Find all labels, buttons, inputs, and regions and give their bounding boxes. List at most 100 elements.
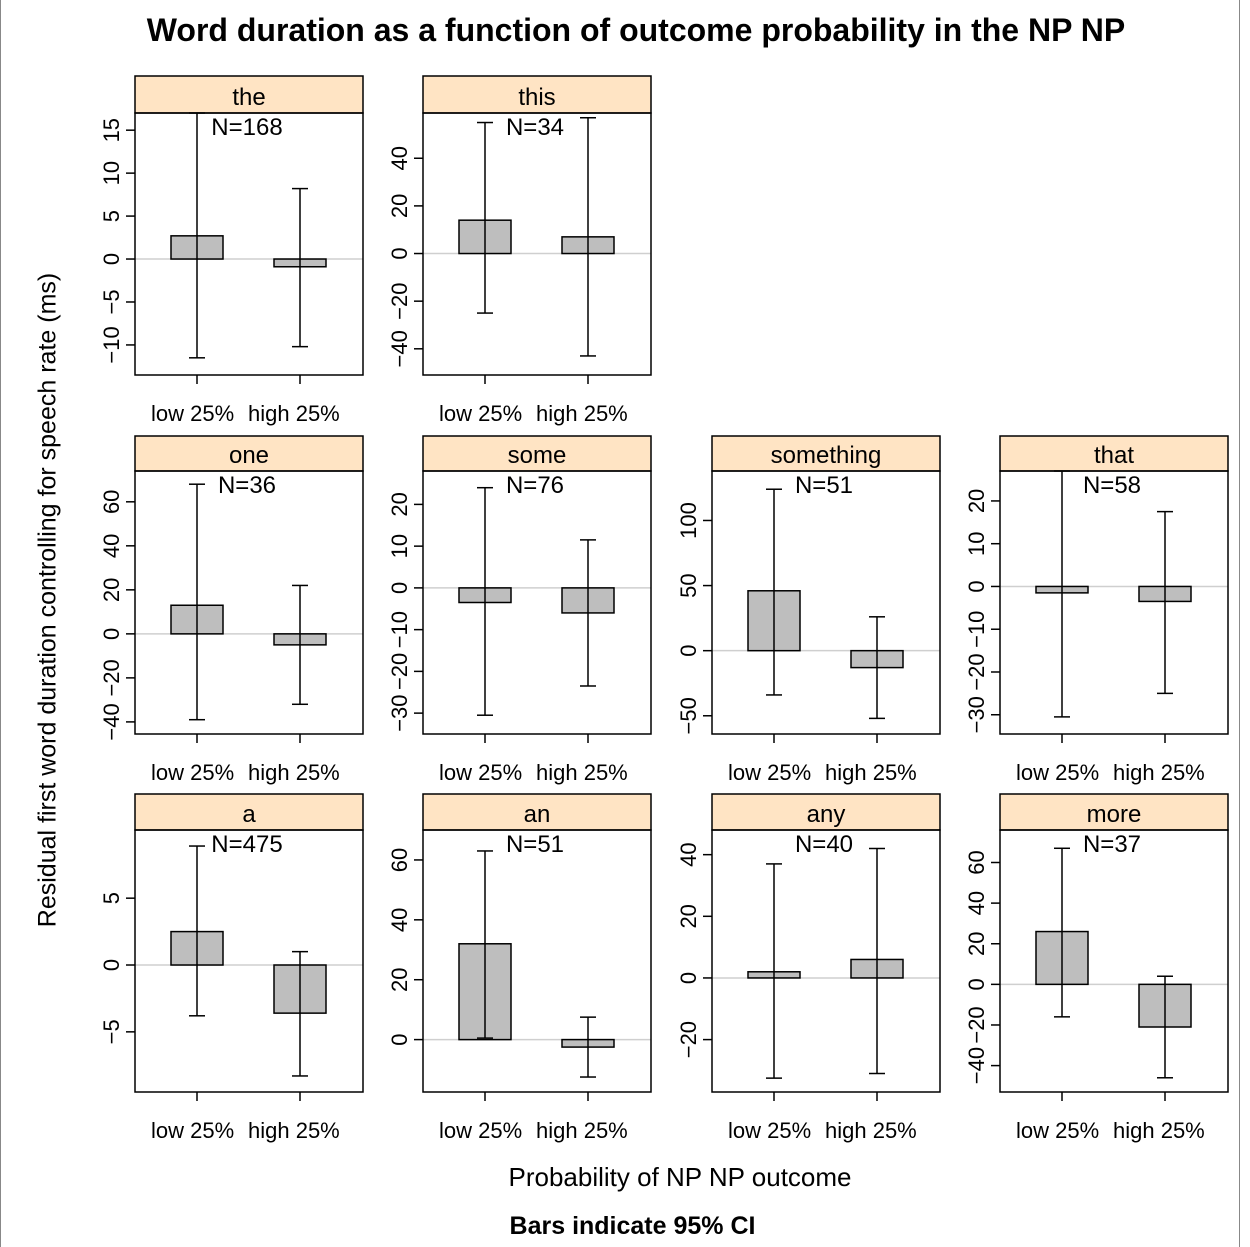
y-tick-label: 60 (99, 490, 124, 514)
y-tick-label: 20 (387, 194, 412, 218)
x-tick-label: low 25% (728, 1118, 811, 1143)
y-tick-label: 40 (964, 891, 989, 915)
y-tick-label: 0 (964, 978, 989, 990)
y-tick-label: 20 (676, 904, 701, 928)
y-tick-label: 5 (99, 210, 124, 222)
y-tick-label: 40 (387, 908, 412, 932)
x-tick-label: high 25% (536, 401, 628, 426)
y-tick-label: 20 (387, 492, 412, 516)
y-tick-label: 40 (676, 842, 701, 866)
x-tick-label: low 25% (151, 401, 234, 426)
y-tick-label: 0 (99, 253, 124, 265)
panel-strip-label: one (229, 442, 269, 469)
panel-strip-label: the (232, 84, 265, 111)
y-tick-label: 40 (99, 534, 124, 558)
y-tick-label: 0 (99, 628, 124, 640)
y-tick-label: 10 (99, 161, 124, 185)
x-tick-label: high 25% (1113, 760, 1205, 785)
x-tick-label: low 25% (151, 1118, 234, 1143)
plot-box (422, 470, 652, 735)
y-tick-label: −40 (99, 703, 124, 740)
plot-box (999, 829, 1229, 1093)
panel-strip (422, 793, 652, 831)
sample-size-label: N=36 (218, 472, 276, 499)
panel-more: more N=37 −40 −20 0 20 40 60 low 25% high 25% (964, 793, 1229, 1143)
panel-strip (999, 793, 1229, 831)
x-tick-label: low 25% (728, 760, 811, 785)
y-tick-label: −10 (99, 326, 124, 363)
chart-title: Word duration as a function of outcome p… (146, 12, 1126, 48)
y-tick-label: 0 (387, 582, 412, 594)
plot-box (134, 470, 364, 735)
y-tick-label: 10 (964, 531, 989, 555)
y-tick-label: −20 (676, 1021, 701, 1058)
x-tick-label: high 25% (825, 760, 917, 785)
x-tick-label: low 25% (1016, 760, 1099, 785)
panel-strip-label: a (242, 801, 256, 828)
panel-something: something N=51 −50 0 50 100 low 25% high 25% (676, 435, 941, 785)
y-tick-label: −40 (964, 1047, 989, 1084)
plot-box (422, 829, 652, 1093)
panel-strip (134, 793, 364, 831)
y-tick-label: −20 (387, 282, 412, 319)
y-tick-label: −30 (964, 696, 989, 733)
x-tick-label: high 25% (248, 401, 340, 426)
y-tick-label: 50 (676, 573, 701, 597)
panel-strip (999, 435, 1229, 472)
x-tick-label: high 25% (536, 1118, 628, 1143)
y-tick-label: −30 (387, 694, 412, 731)
panel-strip-label: something (771, 442, 882, 469)
plot-box (711, 470, 941, 735)
x-tick-label: low 25% (1016, 1118, 1099, 1143)
sample-size-label: N=37 (1083, 831, 1141, 858)
x-axis-label: Probability of NP NP outcome (508, 1162, 852, 1192)
plot-box (999, 470, 1229, 735)
sample-size-label: N=51 (795, 472, 853, 499)
footnote: Bars indicate 95% CI (509, 1212, 756, 1240)
panel-strip-label: any (807, 801, 846, 828)
y-tick-label: 10 (387, 534, 412, 558)
x-tick-label: high 25% (248, 760, 340, 785)
y-tick-label: 0 (99, 959, 124, 971)
y-tick-label: 60 (387, 848, 412, 872)
y-tick-label: 0 (964, 580, 989, 592)
y-tick-label: 0 (676, 972, 701, 984)
y-tick-label: −20 (964, 653, 989, 690)
sample-size-label: N=76 (506, 472, 564, 499)
y-tick-label: 20 (99, 578, 124, 602)
x-tick-label: low 25% (439, 760, 522, 785)
sample-size-label: N=34 (506, 114, 564, 141)
plot-box (134, 829, 364, 1093)
panel-that: that N=58 −30 −20 −10 0 10 20 low 25% high 25% (964, 435, 1229, 785)
x-tick-label: high 25% (248, 1118, 340, 1143)
y-tick-label: −40 (387, 330, 412, 367)
panel-a: a N=475 −5 0 5 low 25% high 25% (99, 793, 364, 1143)
panel-strip (134, 435, 364, 472)
panel-the: the N=168 −10 −5 0 5 10 15 low 25% high 25% (99, 75, 364, 426)
plot-box (711, 829, 941, 1093)
panel-one: one N=36 −40 −20 0 20 40 60 low 25% high 25% (99, 435, 364, 785)
sample-size-label: N=51 (506, 831, 564, 858)
y-tick-label: 5 (99, 892, 124, 904)
y-tick-label: 15 (99, 118, 124, 142)
y-tick-label: −20 (387, 653, 412, 690)
y-tick-label: 20 (387, 967, 412, 991)
y-tick-label: −50 (676, 697, 701, 734)
y-tick-label: −20 (964, 1006, 989, 1043)
panel-strip (711, 435, 941, 472)
sample-size-label: N=168 (211, 114, 282, 141)
sample-size-label: N=475 (211, 831, 282, 858)
y-tick-label: 0 (387, 1033, 412, 1045)
y-tick-label: 20 (964, 931, 989, 955)
y-tick-label: −10 (964, 611, 989, 648)
y-tick-label: −20 (99, 659, 124, 696)
sample-size-label: N=40 (795, 831, 853, 858)
x-tick-label: low 25% (439, 401, 522, 426)
panel-any: any N=40 −20 0 20 40 low 25% high 25% (676, 793, 941, 1143)
y-tick-label: −5 (99, 289, 124, 314)
panel-strip-label: that (1094, 442, 1134, 469)
panel-strip-label: this (518, 84, 555, 111)
x-tick-label: low 25% (439, 1118, 522, 1143)
